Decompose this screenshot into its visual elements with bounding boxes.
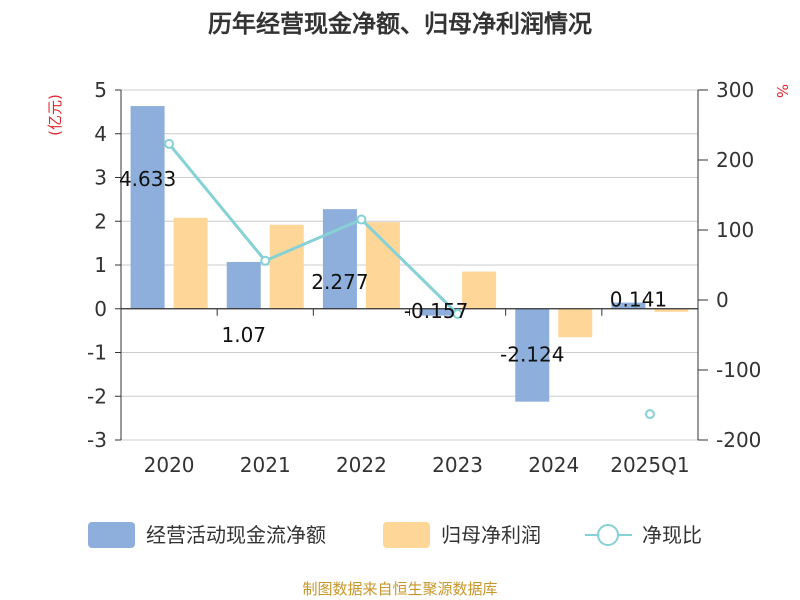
x-axis-tick-label: 2020 [144, 453, 195, 477]
ratio-point [164, 138, 175, 149]
x-axis-tick-label: 2022 [336, 453, 387, 477]
net-profit-bar [654, 308, 689, 312]
axes: 5 4 3 2 1 0 -1 -2 -3 300 200 100 0 -100 -200 2020 2021 20… [87, 78, 761, 477]
right-axis-tick-label: 100 [716, 218, 754, 242]
x-axis-tick-label: 2025Q1 [610, 453, 689, 477]
left-axis-tick-label: 4 [94, 122, 107, 146]
left-axis-tick-label: -2 [87, 384, 107, 408]
data-labels: 4.633 1.07 2.277 -0.157 -2.124 0.141 [119, 167, 667, 367]
net-profit-bar [365, 222, 400, 309]
ratio-point [260, 255, 271, 266]
ratio-line [164, 138, 655, 420]
right-axis-tick-label: 0 [716, 288, 729, 312]
left-axis-tick-label: 1 [94, 253, 107, 277]
bars [130, 106, 689, 402]
left-axis-tick-label: 2 [94, 209, 107, 233]
left-axis-tick-label: 0 [94, 297, 107, 321]
cash-flow-data-label: -0.157 [404, 299, 468, 323]
legend-label: 归母净利润 [441, 523, 541, 547]
right-axis-unit: % [773, 84, 791, 98]
legend-swatch [88, 522, 135, 548]
right-axis-tick-label: -200 [716, 428, 761, 452]
cash-flow-bar [226, 261, 261, 309]
cash-flow-bar [130, 106, 165, 309]
right-axis-tick-label: 300 [716, 78, 754, 102]
cash-flow-data-label: 2.277 [311, 270, 368, 294]
right-axis-tick-label: -100 [716, 358, 761, 382]
cash-flow-bar [611, 302, 646, 309]
source-note: 制图数据来自恒生聚源数据库 [302, 580, 497, 598]
left-axis-tick-label: -3 [87, 428, 107, 452]
right-axis-tick-label: 200 [716, 148, 754, 172]
cash-flow-data-label: 1.07 [221, 323, 266, 347]
ratio-point [452, 309, 463, 319]
cash-flow-data-label: 4.633 [119, 167, 176, 191]
legend: 经营活动现金流净额 归母净利润 净现比 [88, 522, 702, 548]
x-axis-tick-label: 2024 [528, 453, 579, 477]
cash-flow-data-label: 0.141 [610, 288, 667, 312]
legend-swatch [383, 522, 430, 548]
x-axis-tick-label: 2021 [240, 453, 291, 477]
cash-flow-data-label: -2.124 [500, 343, 564, 367]
left-axis-unit: (亿元) [46, 94, 64, 136]
chart-title: 历年经营现金净额、归母净利润情况 [208, 10, 592, 38]
cash-flow-bar [322, 209, 357, 309]
cash-flow-bar [419, 308, 454, 316]
ratio-point [356, 214, 367, 225]
legend-label: 经营活动现金流净额 [146, 523, 326, 547]
net-profit-bar [173, 217, 208, 309]
legend-swatch-marker [597, 524, 619, 546]
cash-flow-bar [515, 308, 550, 402]
ratio-line-segment [167, 142, 459, 316]
left-axis-tick-label: 5 [94, 78, 107, 102]
net-profit-bar [269, 224, 304, 309]
ratio-point [644, 409, 655, 420]
net-profit-bar [558, 308, 593, 338]
x-axis-tick-label: 2023 [432, 453, 483, 477]
left-axis-tick-label: 3 [94, 166, 107, 190]
left-axis-tick-label: -1 [87, 341, 107, 365]
legend-label: 净现比 [642, 523, 702, 547]
net-profit-bar [462, 271, 497, 309]
